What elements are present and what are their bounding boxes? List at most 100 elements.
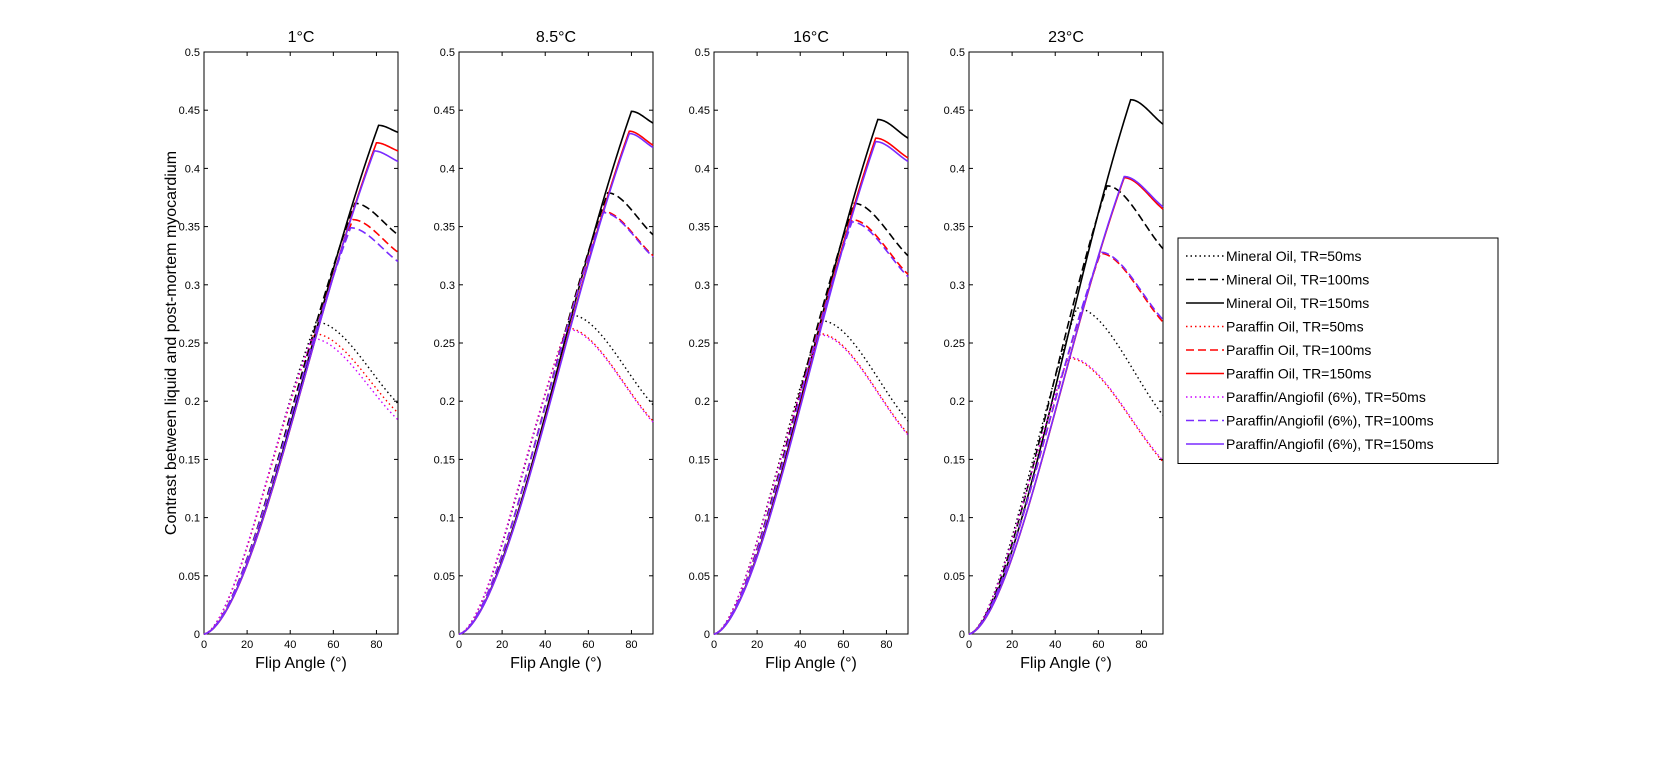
subplots: 1°C 0 0.05 0.1 0.15 0.2 0.25 0.3 0.35 0.4 0.45 0.5 0… <box>179 29 1164 672</box>
y-tick-label: 0.05 <box>434 571 455 583</box>
y-tick-label: 0.25 <box>434 338 455 350</box>
y-axis-label: Contrast between liquid and post-mortem … <box>163 151 180 535</box>
series-line <box>713 334 909 635</box>
y-tick-label: 0.3 <box>950 280 965 292</box>
series-line <box>968 251 1164 635</box>
y-tick-label: 0.3 <box>695 280 710 292</box>
series-line <box>203 150 399 635</box>
y-tick-label: 0.4 <box>695 163 710 175</box>
legend-label: Paraffin/Angiofil (6%), TR=50ms <box>1226 389 1426 405</box>
y-tick-label: 0.2 <box>440 396 455 408</box>
x-tick-label: 20 <box>751 639 763 651</box>
y-tick-label: 0.05 <box>944 571 965 583</box>
y-tick-label: 0.5 <box>440 47 455 59</box>
x-tick-label: 80 <box>370 639 382 651</box>
x-tick-label: 0 <box>456 639 462 651</box>
subplot-3: 16°C 0 0.05 0.1 0.15 0.2 0.25 0.3 0.35 0.4 0.45 0.5… <box>689 29 909 672</box>
y-tick-label: 0.1 <box>695 513 710 525</box>
y-tick-label: 0.15 <box>434 454 455 466</box>
axes-box <box>713 51 909 635</box>
series-line <box>203 218 399 635</box>
x-tick-label: 20 <box>241 639 253 651</box>
subplot-title: 23°C <box>1048 29 1084 46</box>
x-tick-label: 0 <box>711 639 717 651</box>
y-tick-label: 0.4 <box>185 163 200 175</box>
y-tick-label: 0.5 <box>185 47 200 59</box>
y-tick-label: 0.3 <box>185 280 200 292</box>
y-tick-label: 0 <box>704 629 710 641</box>
y-tick-label: 0.2 <box>950 396 965 408</box>
axes-box <box>458 51 654 635</box>
subplot-1: 1°C 0 0.05 0.1 0.15 0.2 0.25 0.3 0.35 0.4 0.45 0.5 0… <box>179 29 399 672</box>
y-tick-label: 0.1 <box>440 513 455 525</box>
series-line <box>458 328 654 635</box>
y-tick-label: 0.25 <box>944 338 965 350</box>
y-tick-label: 0.45 <box>179 105 200 117</box>
series-line <box>203 202 399 635</box>
series-line <box>713 221 909 635</box>
y-tick-label: 0.15 <box>944 454 965 466</box>
legend-label: Mineral Oil, TR=50ms <box>1226 248 1362 264</box>
legend-label: Mineral Oil, TR=100ms <box>1226 272 1369 288</box>
series-line <box>968 185 1164 635</box>
y-tick-label: 0.1 <box>950 513 965 525</box>
series-line <box>458 314 654 635</box>
y-tick-label: 0.4 <box>950 163 965 175</box>
x-tick-label: 60 <box>837 639 849 651</box>
legend-box <box>1177 237 1499 464</box>
y-tick-label: 0 <box>959 629 965 641</box>
subplot-4: 23°C 0 0.05 0.1 0.15 0.2 0.25 0.3 0.35 0.4 0.45 0.5… <box>944 29 1164 672</box>
x-axis-label: Flip Angle (°) <box>255 655 347 672</box>
x-tick-label: 20 <box>496 639 508 651</box>
y-tick-label: 0.4 <box>440 163 455 175</box>
x-tick-label: 80 <box>1135 639 1147 651</box>
y-tick-label: 0.05 <box>179 571 200 583</box>
y-tick-label: 0.1 <box>185 513 200 525</box>
y-tick-label: 0.45 <box>434 105 455 117</box>
legend-label: Mineral Oil, TR=150ms <box>1226 295 1369 311</box>
y-tick-label: 0 <box>194 629 200 641</box>
series-line <box>968 175 1164 635</box>
series-line <box>458 211 654 635</box>
series-line <box>458 132 654 635</box>
y-tick-label: 0.5 <box>950 47 965 59</box>
series-line <box>713 140 909 635</box>
y-tick-label: 0.35 <box>179 222 200 234</box>
y-tick-label: 0.05 <box>689 571 710 583</box>
series-line <box>203 321 399 635</box>
legend-label: Paraffin/Angiofil (6%), TR=150ms <box>1226 436 1434 452</box>
y-tick-label: 0.25 <box>179 338 200 350</box>
y-tick-label: 0.45 <box>689 105 710 117</box>
legend-label: Paraffin/Angiofil (6%), TR=100ms <box>1226 413 1434 429</box>
x-tick-label: 40 <box>794 639 806 651</box>
legend: Mineral Oil, TR=50ms Mineral Oil, TR=100m… <box>1177 237 1499 464</box>
axes-box <box>203 51 399 635</box>
y-tick-label: 0.25 <box>689 338 710 350</box>
y-tick-label: 0 <box>449 629 455 641</box>
x-axis-label: Flip Angle (°) <box>1020 655 1112 672</box>
legend-label: Paraffin Oil, TR=50ms <box>1226 319 1364 335</box>
y-tick-label: 0.5 <box>695 47 710 59</box>
legend-label: Paraffin Oil, TR=100ms <box>1226 342 1371 358</box>
subplot-title: 8.5°C <box>536 29 576 46</box>
x-tick-label: 40 <box>539 639 551 651</box>
x-tick-label: 80 <box>880 639 892 651</box>
y-tick-label: 0.2 <box>695 396 710 408</box>
subplot-2: 8.5°C 0 0.05 0.1 0.15 0.2 0.25 0.3 0.35 0.4 0.45 0.… <box>434 29 654 672</box>
x-axis-label: Flip Angle (°) <box>510 655 602 672</box>
x-tick-label: 60 <box>1092 639 1104 651</box>
subplot-title: 1°C <box>288 29 315 46</box>
x-tick-label: 20 <box>1006 639 1018 651</box>
y-tick-label: 0.35 <box>689 222 710 234</box>
x-tick-label: 60 <box>582 639 594 651</box>
x-axis-label: Flip Angle (°) <box>765 655 857 672</box>
x-tick-label: 40 <box>284 639 296 651</box>
y-tick-label: 0.35 <box>434 222 455 234</box>
y-tick-label: 0.3 <box>440 280 455 292</box>
x-tick-label: 60 <box>327 639 339 651</box>
x-tick-label: 80 <box>625 639 637 651</box>
y-tick-label: 0.2 <box>185 396 200 408</box>
y-tick-label: 0.15 <box>689 454 710 466</box>
x-tick-label: 40 <box>1049 639 1061 651</box>
